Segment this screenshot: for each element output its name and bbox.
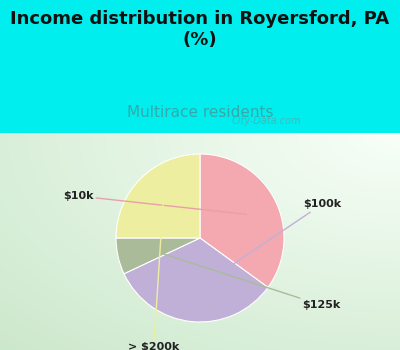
Text: City-Data.com: City-Data.com bbox=[231, 116, 301, 126]
Text: Income distribution in Royersford, PA
(%): Income distribution in Royersford, PA (%… bbox=[10, 10, 390, 49]
Text: $100k: $100k bbox=[195, 199, 341, 290]
Text: $125k: $125k bbox=[149, 249, 341, 310]
Wedge shape bbox=[116, 238, 200, 274]
Text: Multirace residents: Multirace residents bbox=[127, 105, 273, 120]
Text: > $200k: > $200k bbox=[128, 201, 180, 350]
Wedge shape bbox=[200, 154, 284, 287]
Text: $10k: $10k bbox=[63, 191, 246, 214]
Wedge shape bbox=[116, 154, 200, 238]
Wedge shape bbox=[124, 238, 268, 322]
